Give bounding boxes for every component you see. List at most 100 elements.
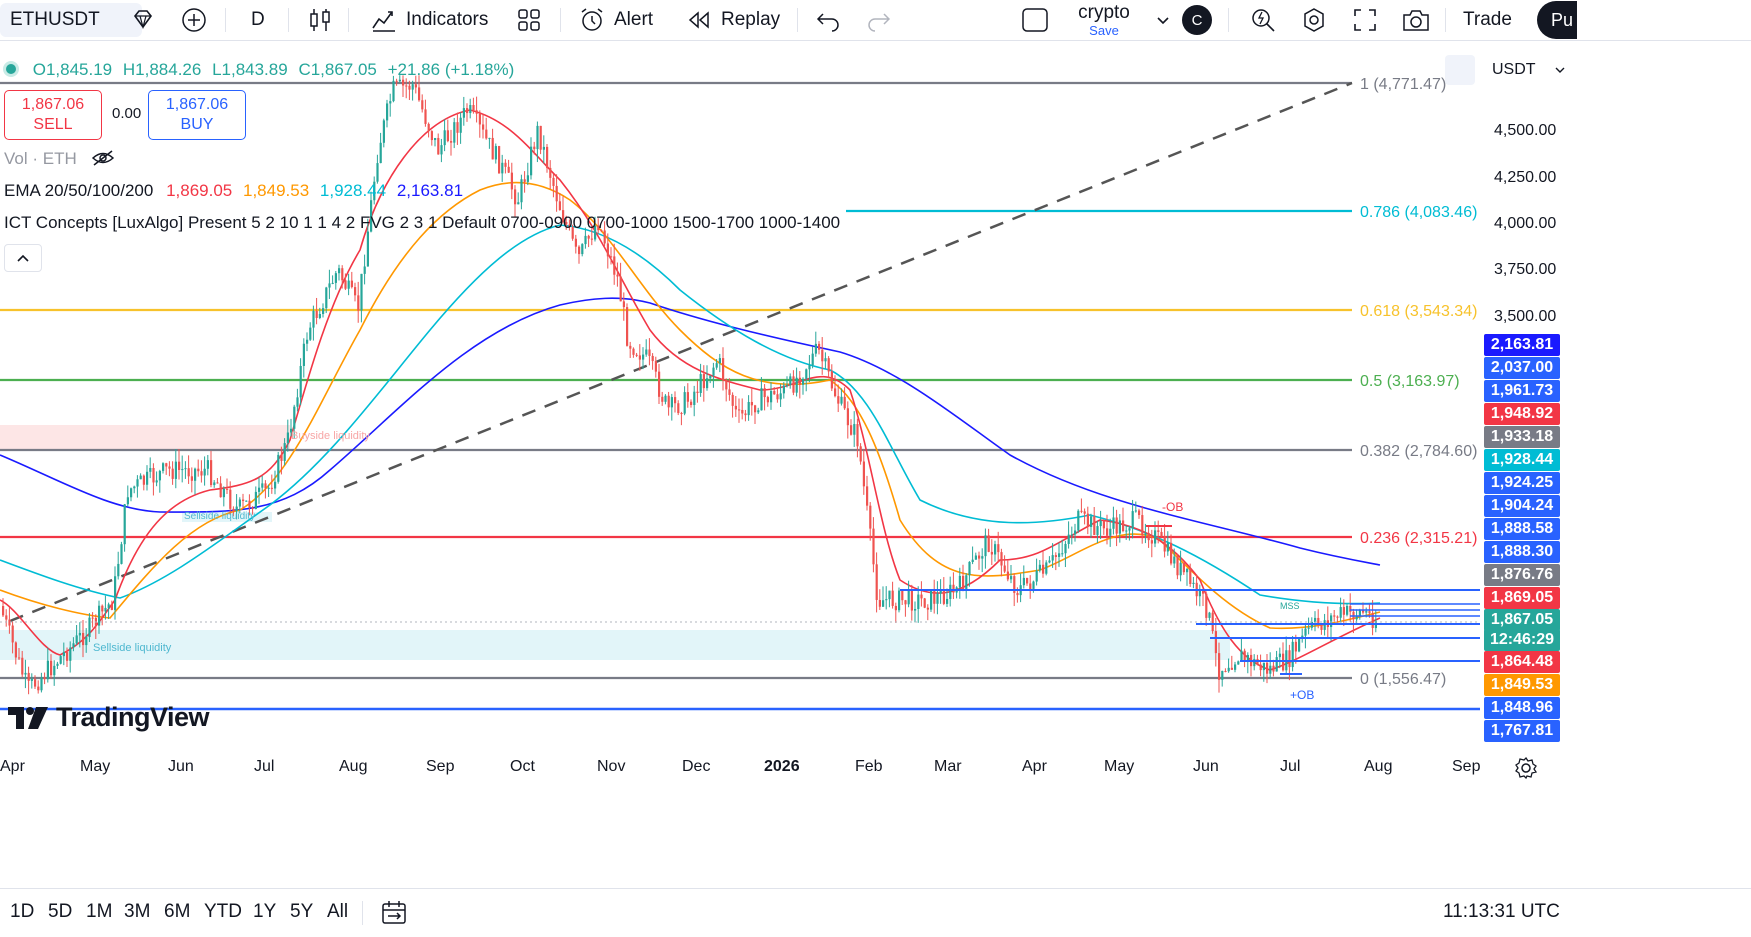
candle-body — [453, 122, 456, 143]
candle-body — [184, 468, 187, 470]
price-tag: 1,867.05 — [1484, 609, 1560, 631]
alert-button[interactable]: Alert — [578, 0, 653, 40]
candle-body — [459, 117, 462, 133]
candle-body — [14, 642, 17, 658]
ema100-value: 1,928.44 — [319, 181, 387, 200]
candle-body — [731, 394, 734, 406]
candle-body — [699, 374, 702, 393]
candle-body — [331, 282, 334, 284]
layout-checkbox-icon[interactable] — [1020, 0, 1050, 40]
candle-body — [677, 403, 680, 414]
candle-body — [680, 413, 683, 415]
candle-body — [78, 632, 81, 636]
candle-body — [1342, 607, 1345, 615]
ohlc-change: +21.86 (+1.18%) — [387, 60, 515, 79]
camera-icon[interactable] — [1401, 0, 1431, 40]
time-axis-label: 2026 — [764, 758, 800, 775]
timeframe-ytd[interactable]: YTD — [204, 901, 242, 922]
timeframe-5d[interactable]: 5D — [48, 901, 73, 922]
candle-body — [1298, 638, 1301, 652]
diamond-icon[interactable] — [130, 7, 156, 38]
buy-button[interactable]: 1,867.06 BUY — [148, 90, 246, 140]
timeframe-5y[interactable]: 5Y — [290, 901, 314, 922]
replay-button[interactable]: Replay — [685, 0, 780, 40]
buy-price: 1,867.06 — [165, 96, 229, 113]
symbol-search[interactable]: ETHUSDT — [0, 3, 153, 37]
currency-selector[interactable]: USDT — [1484, 55, 1566, 85]
utc-clock[interactable]: 11:13:31 UTC — [1443, 901, 1560, 922]
candle-body — [494, 146, 497, 160]
timeframe-1m[interactable]: 1M — [86, 901, 113, 922]
time-axis[interactable]: Apr May Jun Jul Aug Sep Oct Nov Dec 2026 Feb Mar Apr… — [0, 754, 1484, 784]
settings-gear-icon[interactable] — [1300, 0, 1328, 40]
fullscreen-icon[interactable] — [1352, 0, 1378, 40]
time-axis-label: Sep — [426, 758, 455, 775]
candle-body — [565, 221, 568, 225]
candles-icon[interactable] — [308, 0, 332, 40]
candle-body — [414, 84, 417, 88]
candle-body — [888, 590, 891, 600]
user-avatar[interactable]: C — [1182, 5, 1212, 35]
timeframe-1d[interactable]: 1D — [10, 901, 35, 922]
indicators-button[interactable]: Indicators — [370, 0, 488, 40]
sell-button[interactable]: 1,867.06 SELL — [4, 90, 102, 140]
interval-button[interactable]: D — [251, 9, 265, 30]
candle-body — [11, 625, 14, 643]
quick-search-icon[interactable] — [1249, 0, 1277, 40]
candle-body — [347, 280, 350, 289]
candle-body — [56, 663, 59, 666]
ema-label: EMA 20/50/100/200 — [4, 181, 154, 200]
candle-body — [357, 295, 360, 311]
candle-body — [1064, 543, 1067, 554]
add-symbol-icon[interactable] — [180, 0, 208, 40]
volume-legend: Vol · ETH — [4, 149, 115, 169]
candle-body — [862, 461, 865, 487]
price-chart[interactable]: 1 (4,771.47) 0.786 (4,083.46) 0.618 (3,543… — [0, 44, 1751, 844]
timeframe-1y[interactable]: 1Y — [253, 901, 277, 922]
trade-button[interactable]: Trade — [1463, 9, 1512, 30]
eye-hidden-icon[interactable] — [91, 149, 115, 167]
spread-value: 0.00 — [112, 105, 142, 122]
ict-legend: ICT Concepts [LuxAlgo] Present 5 2 10 1 … — [4, 213, 840, 233]
candle-body — [818, 343, 821, 350]
timeframe-all[interactable]: All — [327, 901, 349, 922]
candle-body — [1154, 530, 1157, 544]
sell-price: 1,867.06 — [21, 96, 85, 113]
candle-body — [706, 378, 709, 389]
templates-icon[interactable] — [516, 0, 542, 40]
timeframe-3m[interactable]: 3M — [124, 901, 151, 922]
candle-body — [104, 607, 107, 612]
candle-body — [776, 394, 779, 400]
redo-icon[interactable] — [866, 0, 892, 40]
lock-scale-button[interactable] — [1445, 55, 1475, 85]
candle-body — [571, 227, 574, 239]
candle-body — [1144, 533, 1147, 536]
candle-body — [254, 491, 257, 509]
candle-body — [725, 380, 728, 390]
candle-body — [152, 467, 155, 483]
candle-body — [965, 575, 968, 591]
calendar-range-icon[interactable] — [380, 899, 408, 927]
candle-body — [920, 594, 923, 599]
undo-icon[interactable] — [815, 0, 841, 40]
chart-pane[interactable]: 1 (4,771.47) 0.786 (4,083.46) 0.618 (3,543… — [0, 44, 1751, 844]
candle-body — [229, 489, 232, 509]
candle-body — [206, 460, 209, 469]
ema20-value: 1,869.05 — [166, 181, 233, 200]
timeframe-6m[interactable]: 6M — [164, 901, 191, 922]
candle-body — [747, 401, 750, 416]
candle-body — [1205, 593, 1208, 618]
gear-icon[interactable] — [1514, 756, 1538, 780]
chevron-down-icon[interactable] — [1155, 0, 1171, 40]
publish-button[interactable]: Pu — [1537, 1, 1577, 39]
candle-body — [974, 555, 977, 560]
candle-body — [142, 475, 145, 485]
candle-body — [1173, 556, 1176, 564]
candle-body — [648, 349, 651, 356]
candle-body — [773, 390, 776, 395]
layout-name-button[interactable]: crypto Save — [1068, 2, 1140, 38]
ema-line-1 — [0, 224, 1381, 605]
candle-body — [1288, 650, 1291, 668]
collapse-legend-button[interactable] — [4, 244, 42, 272]
ohlc-close: C1,867.05 — [298, 60, 377, 79]
